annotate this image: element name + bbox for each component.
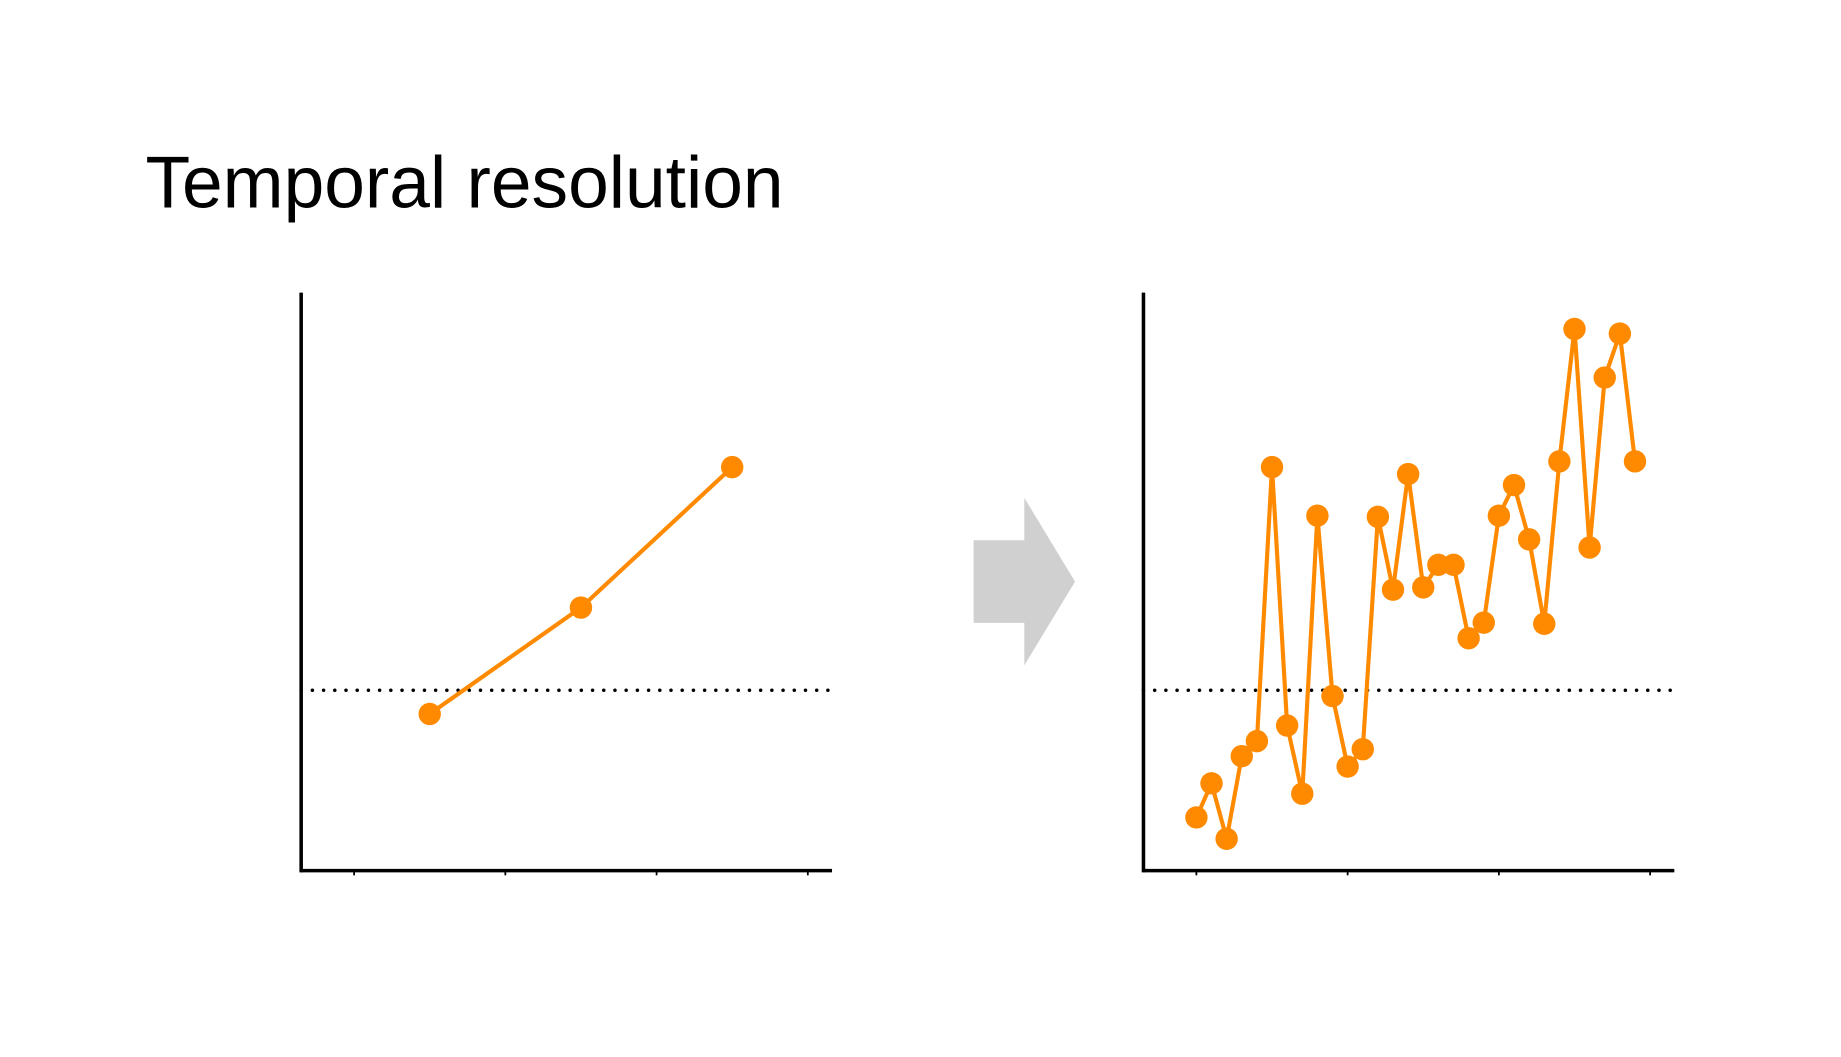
data-point — [1185, 806, 1208, 829]
data-point — [1351, 738, 1374, 761]
data-point — [418, 702, 441, 726]
data-point — [1366, 505, 1390, 529]
data-point — [1306, 504, 1329, 527]
data-point — [1381, 578, 1405, 601]
data-point — [1230, 744, 1253, 768]
data-point — [1275, 714, 1299, 737]
data-point — [1502, 473, 1526, 497]
data-point — [1623, 450, 1647, 473]
arrow — [973, 497, 1076, 666]
slide-title: Temporal resolution — [145, 143, 783, 224]
data-point — [1533, 612, 1556, 635]
data-point — [1563, 317, 1586, 341]
data-point — [1472, 611, 1495, 634]
data-point — [1215, 827, 1238, 851]
data-point — [1321, 684, 1344, 708]
data-point — [1593, 366, 1616, 389]
data-point — [1442, 553, 1465, 577]
data-point — [1291, 782, 1314, 805]
data-point — [569, 596, 593, 619]
data-point — [1457, 627, 1480, 650]
data-point — [1200, 772, 1223, 795]
data-point — [1608, 322, 1632, 345]
data-point — [1578, 536, 1601, 559]
data-point — [1548, 450, 1571, 473]
data-line — [1194, 326, 1638, 841]
data-point — [1487, 504, 1511, 527]
data-point — [1517, 528, 1541, 551]
data-point — [1412, 576, 1435, 599]
data-point — [1260, 455, 1284, 479]
data-point — [1396, 462, 1420, 486]
data-point — [1245, 729, 1269, 753]
data-point — [720, 455, 744, 479]
data-point — [1336, 755, 1359, 778]
